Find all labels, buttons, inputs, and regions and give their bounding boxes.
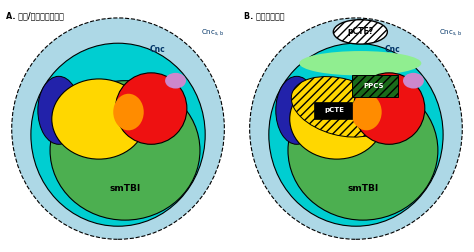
Ellipse shape bbox=[165, 73, 186, 88]
Ellipse shape bbox=[276, 76, 318, 144]
Ellipse shape bbox=[31, 43, 205, 226]
Text: A. 急性/亚急性疾病分类: A. 急性/亚急性疾病分类 bbox=[7, 11, 64, 20]
Text: B. 慢性疾病分类: B. 慢性疾病分类 bbox=[245, 11, 285, 20]
Ellipse shape bbox=[299, 51, 421, 75]
Ellipse shape bbox=[353, 73, 425, 144]
Text: cmTBI: cmTBI bbox=[376, 104, 402, 113]
Text: Cnc$_{\mathregular{s,b}}$: Cnc$_{\mathregular{s,b}}$ bbox=[201, 27, 224, 37]
Ellipse shape bbox=[113, 94, 144, 130]
Text: smTBI: smTBI bbox=[109, 184, 141, 193]
Ellipse shape bbox=[52, 79, 146, 159]
FancyBboxPatch shape bbox=[314, 102, 353, 119]
Text: RHI: RHI bbox=[315, 130, 331, 139]
Text: pCTE?: pCTE? bbox=[347, 27, 374, 36]
Ellipse shape bbox=[403, 73, 424, 88]
Ellipse shape bbox=[292, 77, 389, 137]
Ellipse shape bbox=[290, 79, 384, 159]
FancyBboxPatch shape bbox=[353, 75, 398, 97]
Ellipse shape bbox=[116, 73, 187, 144]
Ellipse shape bbox=[351, 94, 382, 130]
Ellipse shape bbox=[288, 81, 438, 220]
Ellipse shape bbox=[250, 18, 462, 239]
Ellipse shape bbox=[50, 81, 200, 220]
Ellipse shape bbox=[12, 18, 224, 239]
Text: Cnc: Cnc bbox=[385, 45, 401, 54]
Text: PPCS: PPCS bbox=[363, 83, 383, 89]
Text: RHI: RHI bbox=[79, 121, 96, 131]
Text: Cnc$_{\mathregular{s,b}}$: Cnc$_{\mathregular{s,b}}$ bbox=[439, 27, 462, 37]
Ellipse shape bbox=[38, 76, 80, 144]
Ellipse shape bbox=[333, 20, 387, 44]
Ellipse shape bbox=[269, 43, 443, 226]
Text: Cnc: Cnc bbox=[149, 45, 165, 54]
Text: smTBI: smTBI bbox=[347, 184, 379, 193]
Text: pCTE: pCTE bbox=[324, 107, 344, 113]
Text: cmTBI: cmTBI bbox=[138, 104, 164, 113]
